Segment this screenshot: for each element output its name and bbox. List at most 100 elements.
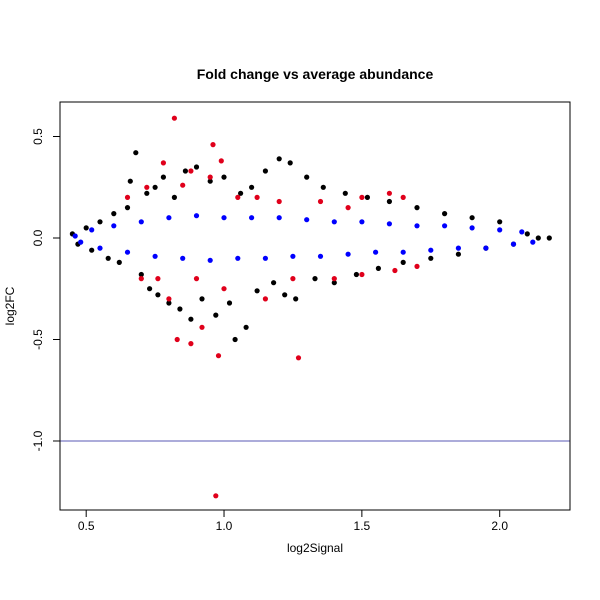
data-point <box>249 215 255 221</box>
data-point <box>138 271 144 278</box>
data-point <box>97 245 103 251</box>
data-point <box>97 219 103 225</box>
data-point <box>295 355 302 361</box>
data-point <box>373 249 379 255</box>
data-point <box>152 253 158 259</box>
y-tick-label: -0.5 <box>31 329 45 350</box>
data-point <box>207 174 213 180</box>
data-point <box>105 255 111 261</box>
data-point <box>375 265 381 271</box>
data-point <box>442 223 448 229</box>
plot-frame <box>59 101 571 511</box>
data-point <box>232 336 238 343</box>
data-point <box>293 296 299 302</box>
data-point <box>174 336 180 343</box>
data-point <box>317 253 324 259</box>
data-point <box>111 211 117 217</box>
y-tick-label: 0.0 <box>31 229 45 246</box>
data-point <box>428 255 434 261</box>
data-point <box>188 168 194 174</box>
data-point <box>400 249 406 255</box>
data-point <box>331 276 337 282</box>
x-axis-label: log2Signal <box>287 541 343 555</box>
data-point <box>317 198 324 205</box>
data-point <box>262 296 268 302</box>
data-point <box>469 215 475 221</box>
data-point <box>171 194 177 200</box>
data-point <box>290 253 296 259</box>
data-point <box>124 194 131 200</box>
data-point <box>116 259 122 265</box>
data-point <box>276 215 282 221</box>
data-point <box>262 255 268 261</box>
data-point <box>180 255 186 261</box>
data-point <box>235 255 241 261</box>
data-point <box>290 276 296 282</box>
data-point <box>414 263 420 269</box>
data-point <box>72 233 78 239</box>
data-point <box>138 219 144 225</box>
data-point <box>238 190 244 196</box>
data-point <box>353 271 359 278</box>
data-point <box>166 296 172 302</box>
data-point <box>483 245 489 251</box>
data-point <box>455 251 461 257</box>
data-point <box>188 341 194 347</box>
y-tick-label: 0.5 <box>31 128 45 145</box>
data-point <box>243 324 249 330</box>
data-point <box>147 286 153 292</box>
y-axis: -1.0 -0.5 0.0 0.5 <box>31 128 61 451</box>
x-tick-label: 0.5 <box>78 519 95 533</box>
data-point <box>207 178 213 184</box>
data-point <box>276 156 282 162</box>
data-point <box>124 205 131 211</box>
x-tick-label: 2.0 <box>491 519 508 533</box>
data-point <box>221 215 227 221</box>
data-point <box>180 182 186 188</box>
data-point <box>160 160 166 166</box>
data-point <box>138 276 144 282</box>
data-point <box>282 292 288 298</box>
data-point <box>177 306 183 312</box>
data-point <box>469 225 475 231</box>
data-point <box>254 288 260 294</box>
data-point <box>331 219 337 225</box>
data-point <box>519 229 525 235</box>
data-point <box>171 115 177 121</box>
data-point <box>414 205 420 211</box>
data-point <box>207 257 213 263</box>
x-tick-label: 1.5 <box>354 519 371 533</box>
data-point <box>304 174 310 180</box>
data-point <box>193 213 200 219</box>
data-point <box>144 184 150 190</box>
data-point <box>386 190 392 196</box>
data-point <box>400 259 406 265</box>
data-point <box>342 190 348 196</box>
data-point <box>127 178 133 184</box>
data-point <box>530 239 536 245</box>
data-point <box>133 150 139 156</box>
data-point <box>304 217 310 223</box>
data-point <box>235 194 241 200</box>
data-point <box>546 235 552 241</box>
data-point <box>359 271 365 278</box>
data-point <box>124 249 131 255</box>
data-point <box>400 194 406 200</box>
data-point <box>524 231 530 237</box>
data-point <box>89 247 95 253</box>
data-point <box>455 245 461 251</box>
data-point <box>497 219 503 225</box>
data-point <box>271 280 277 286</box>
chart-title: Fold change vs average abundance <box>197 66 434 82</box>
data-point <box>497 227 503 233</box>
data-point <box>287 160 293 166</box>
data-point <box>221 286 227 292</box>
data-point <box>442 211 448 217</box>
data-point <box>83 225 89 231</box>
data-point <box>428 247 434 253</box>
data-point <box>386 221 392 227</box>
data-point <box>320 184 326 190</box>
data-point <box>359 194 365 200</box>
data-point <box>155 276 161 282</box>
